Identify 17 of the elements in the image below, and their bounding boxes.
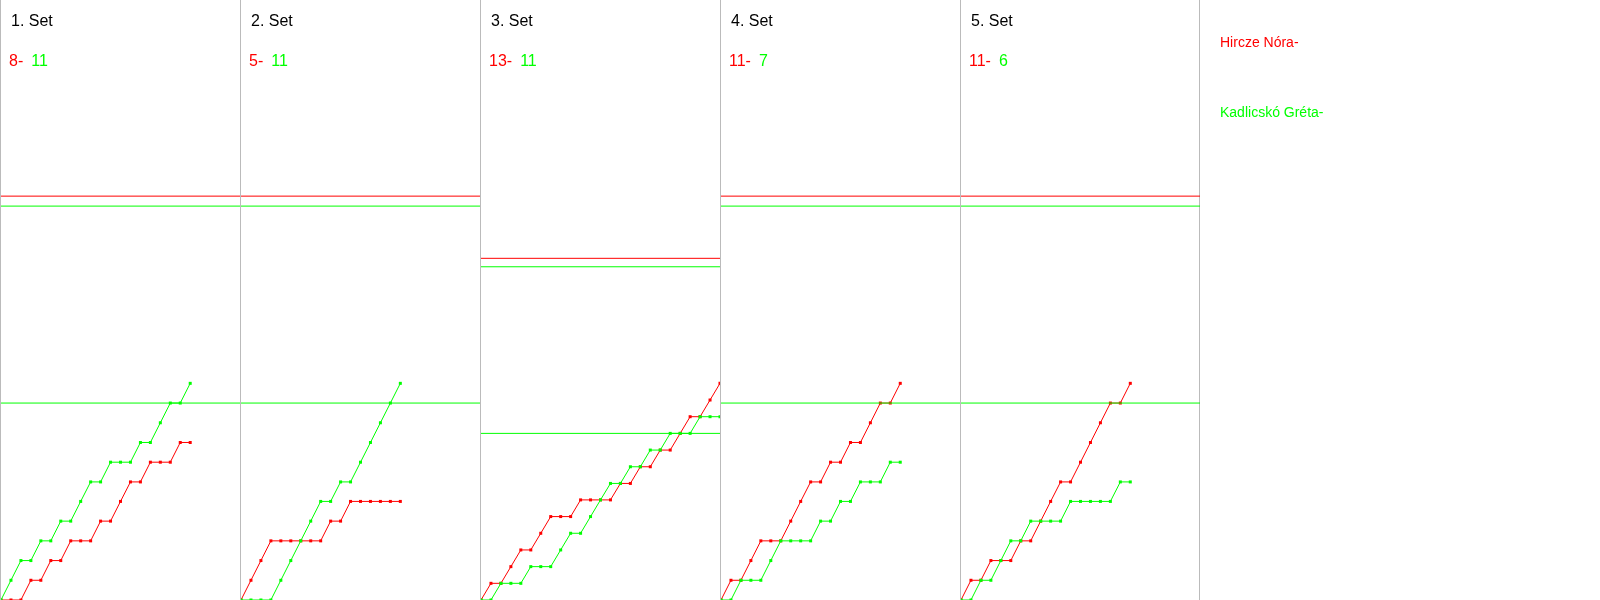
chart-title: 1. Set xyxy=(11,12,53,30)
text: 11 xyxy=(31,52,48,69)
text: 11 xyxy=(520,52,537,69)
text: 8- xyxy=(9,52,24,69)
chart-title: 2. Set xyxy=(251,12,293,30)
text: 11- xyxy=(969,52,991,69)
text: Hircze Nóra- xyxy=(1220,34,1299,50)
chart-title: 5. Set xyxy=(971,12,1013,30)
text: Kadlicskó Gréta- xyxy=(1220,104,1324,120)
chart-title: 3. Set xyxy=(491,12,533,30)
chart-title: 4. Set xyxy=(731,12,773,30)
text: 13- xyxy=(489,52,513,69)
text: 7 xyxy=(758,52,768,69)
text: 11- xyxy=(729,52,751,69)
text: 6 xyxy=(998,52,1008,69)
text: 5- xyxy=(249,52,264,69)
text: 11 xyxy=(271,52,288,69)
